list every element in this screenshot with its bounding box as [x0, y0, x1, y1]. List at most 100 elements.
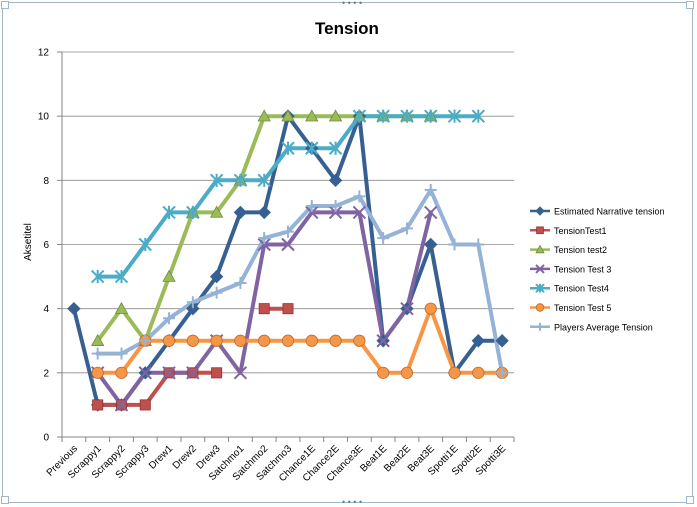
resize-corner-bottom-right[interactable]: [686, 496, 694, 504]
y-tick-label: 10: [38, 112, 50, 123]
legend-label: Tension Test 3: [554, 264, 611, 274]
data-point-series-5: [233, 173, 248, 188]
series-line-7: [95, 188, 505, 375]
data-point-series-4: [328, 205, 343, 220]
data-point-series-5: [90, 269, 105, 284]
legend-marker: [535, 206, 545, 216]
chart-title: Tension: [315, 19, 379, 38]
series-lines: [71, 114, 505, 407]
resize-corner-bottom-left[interactable]: [1, 496, 9, 504]
data-point-series-2: [211, 367, 223, 379]
data-point-series-7: [377, 232, 390, 245]
series-line-6: [95, 306, 505, 375]
data-point-series-7: [210, 286, 223, 299]
data-point-series-4: [352, 205, 367, 220]
data-point-series-5: [447, 109, 462, 123]
data-point-series-2: [92, 399, 104, 411]
data-point-series-4: [186, 366, 200, 380]
resize-corner-top-left[interactable]: [1, 1, 9, 9]
data-point-series-4: [138, 366, 152, 380]
legend-label: Tension test2: [554, 245, 607, 255]
data-point-series-7: [448, 238, 461, 251]
data-point-series-3: [328, 109, 343, 122]
data-point-series-6: [448, 366, 461, 379]
x-tick-label: Drew2: [171, 443, 200, 472]
data-point-series-5: [305, 141, 319, 155]
data-point-series-1: [209, 269, 224, 284]
data-point-series-7: [353, 190, 366, 203]
resize-handle-bottom[interactable]: • • • •: [342, 497, 363, 507]
data-point-series-6: [400, 366, 414, 379]
data-point-series-5: [186, 205, 200, 220]
legend-marker: [536, 322, 544, 331]
data-point-series-6: [472, 366, 485, 379]
legend: Estimated Narrative tension TensionTest1 T…: [530, 206, 665, 332]
data-point-series-7: [163, 312, 176, 325]
y-tick-label: 4: [43, 304, 49, 315]
data-point-series-3: [257, 109, 271, 122]
data-point-series-3: [281, 109, 295, 122]
data-point-series-4: [257, 237, 271, 252]
y-tick-label: 6: [43, 240, 49, 251]
data-point-series-1: [495, 334, 509, 348]
data-point-series-5: [209, 173, 224, 188]
data-point-series-6: [162, 334, 176, 347]
legend-item: Estimated Narrative tension: [530, 206, 665, 217]
resize-corner-top-right[interactable]: [686, 1, 694, 9]
legend-label: TensionTest1: [554, 226, 607, 236]
data-point-series-3: [91, 333, 105, 346]
legend-marker: [536, 226, 544, 235]
data-point-series-2: [139, 399, 151, 411]
legend-item: Tension Test 3: [530, 264, 611, 274]
legend-marker: [535, 303, 545, 312]
legend-item: Players Average Tension: [530, 322, 653, 332]
legend-marker: [535, 283, 545, 293]
data-point-series-7: [282, 225, 294, 238]
data-point-series-6: [258, 334, 271, 347]
data-point-series-5: [114, 269, 129, 284]
data-point-series-4: [400, 301, 414, 316]
data-point-series-5: [257, 173, 271, 188]
data-point-series-6: [234, 334, 247, 347]
series-markers: [67, 109, 509, 412]
legend-item: TensionTest1: [530, 226, 607, 236]
series-line-1: [71, 114, 505, 407]
y-tick-label: 8: [43, 176, 49, 187]
axes: 024681012PreviousScrappy1Scrappy2Scrappy…: [38, 48, 515, 484]
data-point-series-6: [329, 334, 342, 347]
legend-item: Tension test2: [530, 244, 607, 255]
data-point-series-4: [233, 366, 248, 380]
legend-label: Tension Test 5: [554, 303, 611, 313]
legend-item: Tension Test4: [530, 283, 609, 294]
legend-label: Tension Test4: [554, 284, 609, 294]
legend-label: Estimated Narrative tension: [554, 207, 665, 217]
data-point-series-6: [115, 366, 128, 379]
data-point-series-2: [258, 303, 270, 315]
legend-label: Players Average Tension: [554, 322, 653, 332]
resize-handle-top[interactable]: • • • •: [342, 0, 363, 8]
legend-marker: [535, 244, 545, 254]
data-point-series-5: [352, 109, 367, 123]
data-point-series-4: [376, 334, 390, 348]
data-point-series-6: [186, 334, 199, 347]
data-point-series-7: [115, 347, 128, 360]
data-point-series-4: [281, 237, 295, 252]
data-point-series-7: [91, 347, 104, 360]
data-point-series-7: [139, 334, 152, 347]
data-point-series-4: [424, 205, 438, 220]
data-point-series-4: [305, 205, 319, 220]
data-point-series-4: [162, 366, 176, 380]
data-point-series-1: [471, 334, 486, 348]
data-point-series-3: [209, 205, 224, 218]
data-point-series-1: [233, 205, 248, 220]
data-point-series-7: [329, 200, 342, 212]
data-point-series-6: [305, 334, 318, 347]
data-point-series-7: [186, 296, 199, 309]
data-point-series-7: [496, 366, 509, 379]
x-tick-label: Drew1: [147, 443, 176, 472]
data-point-series-2: [282, 303, 294, 315]
data-point-series-6: [210, 334, 223, 347]
data-point-series-1: [328, 173, 343, 188]
